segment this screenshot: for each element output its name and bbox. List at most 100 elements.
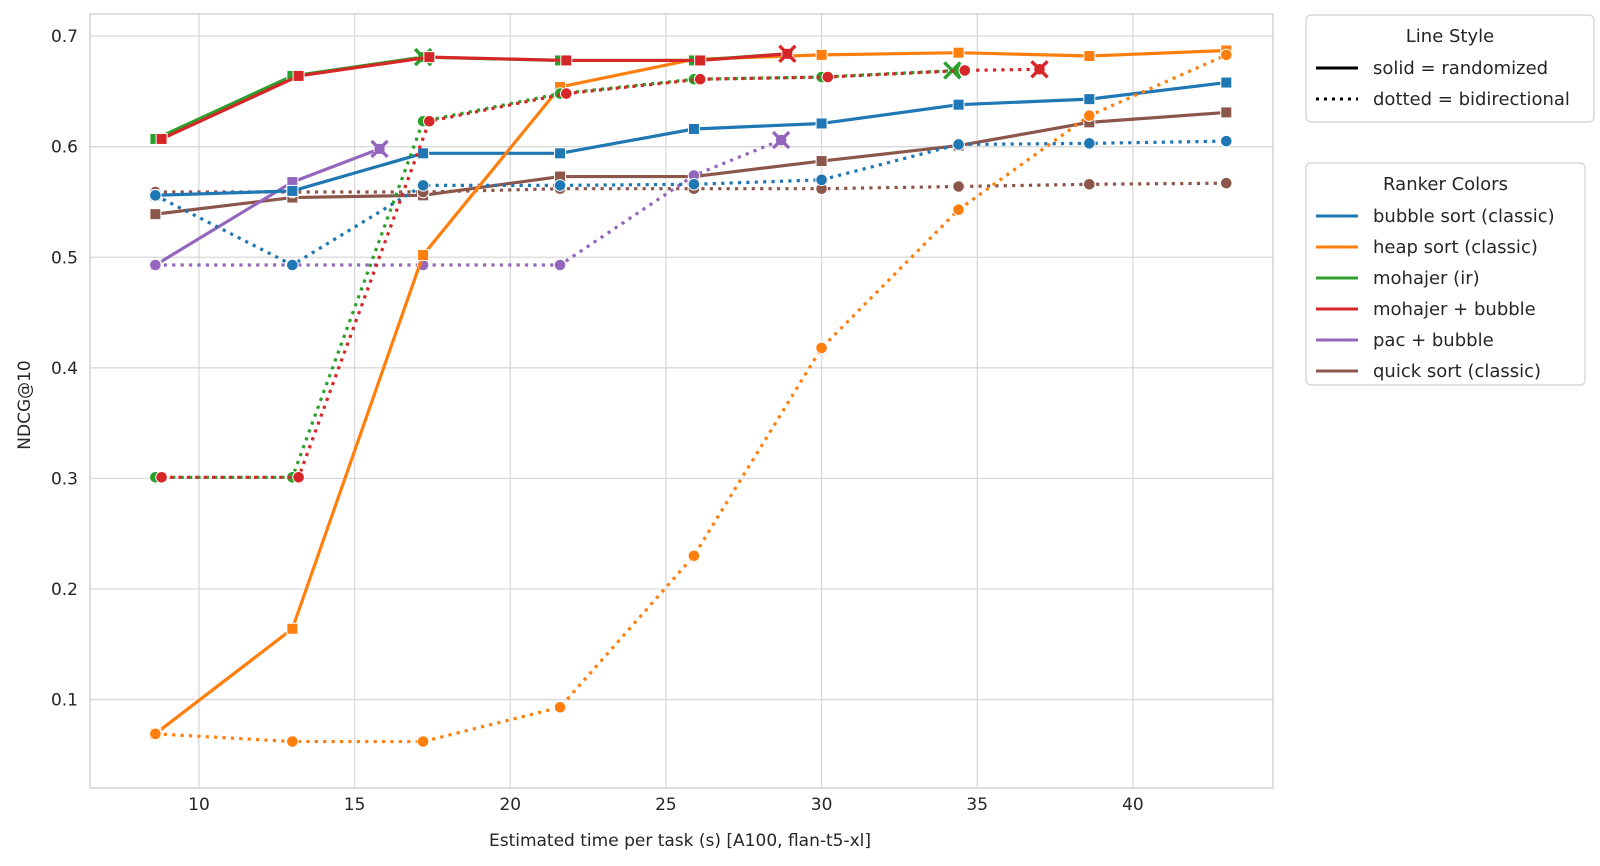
end-x-marker (771, 130, 791, 150)
data-point-circle (423, 114, 436, 128)
tick-labels: 10 15 20 25 30 35 40 0.1 0.2 0.3 0.4 0.5 0.6 0.7 (51, 27, 1144, 815)
y-tick-label: 0.2 (51, 580, 78, 600)
series-bubble-sort-classic--dotted (149, 134, 1233, 272)
data-point-circle (560, 87, 573, 100)
y-tick-label: 0.6 (51, 138, 78, 158)
plot-border (89, 13, 1274, 789)
series-pac-bubble-dotted (149, 130, 791, 272)
data-point-circle (416, 179, 430, 192)
data-point-circle (553, 700, 567, 714)
data-point-square (155, 132, 168, 145)
data-point-square (554, 147, 567, 160)
data-point-square (687, 122, 700, 135)
data-point-circle (149, 189, 162, 202)
data-point-square (815, 48, 828, 61)
y-axis-label: NDCG@10 (15, 360, 35, 449)
series-mohajer-bubble-solid (155, 44, 797, 145)
data-point-circle (1220, 48, 1233, 62)
data-point-square (417, 147, 430, 160)
series-line (161, 67, 1040, 479)
x-marker-stroke (370, 139, 389, 159)
y-tick-label: 0.5 (51, 248, 78, 268)
legend-frame (1305, 14, 1595, 123)
y-tick-label: 0.3 (51, 469, 78, 489)
series-line (154, 139, 1227, 267)
data-point-square (952, 98, 965, 111)
series-mohajer-bubble-dotted (155, 60, 1049, 484)
data-point-circle (1220, 176, 1233, 190)
x-marker-stroke (771, 130, 791, 150)
end-x-marker (1030, 60, 1049, 79)
data-point-circle (821, 70, 835, 84)
data-point-circle (1083, 177, 1096, 191)
data-point-square (560, 54, 573, 67)
x-marker-stroke (1030, 60, 1049, 79)
series-line (160, 52, 788, 141)
legend-entry-label: mohajer (ir) (1373, 268, 1480, 289)
data-point-square (1220, 106, 1233, 119)
data-point-circle (553, 258, 567, 272)
data-point-circle (687, 177, 701, 191)
data-point-circle (687, 549, 701, 563)
data-point-circle (952, 138, 965, 151)
x-tick-label: 40 (1122, 795, 1144, 815)
legend-entry-label: dotted = bidirectional (1373, 89, 1570, 110)
x-tick-label: 30 (811, 795, 833, 815)
data-point-circle (149, 727, 162, 741)
data-point-square (815, 117, 828, 130)
data-point-circle (952, 203, 965, 217)
data-point-circle (286, 735, 299, 748)
data-point-circle (815, 173, 828, 187)
data-point-square (417, 249, 430, 262)
data-point-circle (416, 735, 430, 748)
legend-entry-label: quick sort (classic) (1373, 361, 1541, 382)
series-layer (149, 44, 1233, 748)
data-point-circle (1083, 109, 1096, 123)
data-point-circle (1220, 134, 1233, 148)
legend-entry-label: heap sort (classic) (1373, 237, 1538, 258)
data-point-circle (815, 341, 828, 355)
y-tick-label: 0.7 (51, 27, 78, 47)
series-line (155, 138, 782, 267)
data-point-square (1083, 50, 1096, 63)
data-point-circle (553, 179, 567, 192)
data-point-square (815, 155, 828, 168)
data-point-square (292, 69, 305, 82)
plot-frame (89, 13, 1274, 789)
data-point-circle (952, 180, 965, 193)
data-point-square (1220, 76, 1233, 89)
y-tick-label: 0.1 (51, 691, 78, 711)
x-tick-label: 15 (344, 795, 366, 815)
legend-line-style: Line Style solid = randomized dotted = bid… (1305, 14, 1595, 123)
data-point-square (149, 208, 162, 221)
legend-ranker-colors: Ranker Colors bubble sort (classic) heap s… (1305, 162, 1586, 386)
data-point-circle (1083, 137, 1096, 150)
legend-title: Line Style (1406, 26, 1494, 47)
legend-title: Ranker Colors (1383, 174, 1508, 195)
x-axis-label: Estimated time per task (s) [A100, flan-… (489, 831, 871, 851)
data-point-square (952, 46, 965, 59)
x-tick-label: 25 (655, 795, 677, 815)
legend-entry-label: mohajer + bubble (1373, 299, 1536, 320)
data-point-square (286, 622, 299, 635)
series-heap-sort-classic--dotted (149, 48, 1233, 748)
x-tick-label: 20 (499, 795, 521, 815)
data-point-square (1083, 93, 1096, 106)
data-point-circle (693, 72, 707, 86)
legend-frame (1305, 162, 1586, 386)
data-point-circle (292, 470, 305, 484)
legend-entry-label: bubble sort (classic) (1373, 206, 1555, 227)
data-point-circle (286, 258, 299, 272)
data-point-square (286, 184, 299, 197)
data-point-circle (155, 470, 168, 484)
legend-entry-label: solid = randomized (1373, 58, 1548, 79)
end-x-marker (778, 44, 797, 64)
legend-entry-label: pac + bubble (1373, 330, 1494, 351)
x-marker-stroke (778, 44, 797, 64)
x-tick-label: 10 (188, 795, 210, 815)
data-point-circle (149, 258, 162, 272)
y-tick-label: 0.4 (51, 359, 78, 379)
data-point-square (694, 54, 707, 67)
data-point-circle (958, 64, 972, 77)
x-tick-label: 35 (966, 795, 988, 815)
